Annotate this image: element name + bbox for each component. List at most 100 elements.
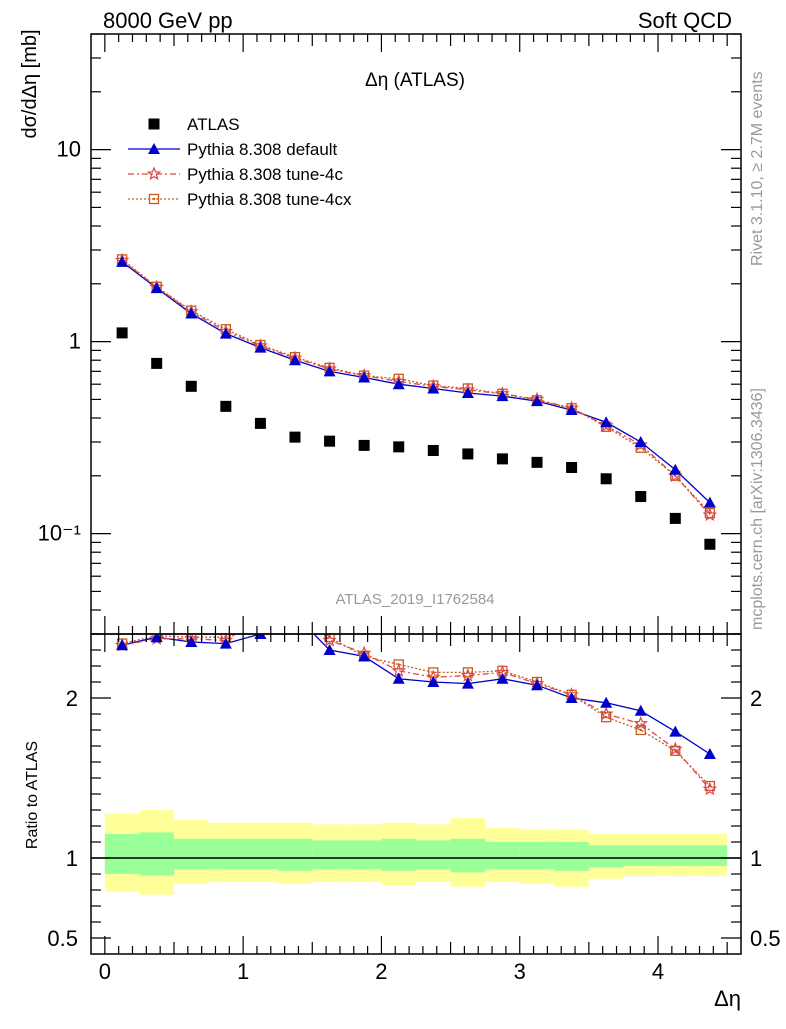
series-1-point <box>288 354 301 366</box>
data-point <box>566 461 578 473</box>
series-1-point <box>392 378 405 390</box>
band-stat <box>139 832 174 876</box>
band-stat <box>173 838 209 870</box>
y-tick-label: 10 <box>57 137 81 162</box>
series-line-2 <box>121 259 711 516</box>
ratio-2-point <box>633 715 649 730</box>
svg-text:mcplots.cern.ch [arXiv:1306.34: mcplots.cern.ch [arXiv:1306.3436] <box>749 388 766 630</box>
legend-marker-center <box>152 197 156 201</box>
ratio-line-1 <box>121 634 711 755</box>
ratio-3-point-center <box>501 669 504 672</box>
legend-marker <box>148 193 160 205</box>
ratio-1-point <box>461 677 474 689</box>
data-point <box>635 491 647 503</box>
x-tick-label: 3 <box>514 959 526 984</box>
watermark: ATLAS_2019_I1762584 <box>335 591 494 608</box>
ratio-1-point <box>669 725 682 737</box>
svg-text:dσ/dΔη [mb]: dσ/dΔη [mb] <box>19 29 41 138</box>
band-stat <box>588 845 624 868</box>
series-3-point-center <box>708 511 712 515</box>
data-point <box>220 400 232 412</box>
ratio-3-point <box>290 598 299 607</box>
band-stat <box>692 845 728 866</box>
data-point <box>531 456 543 468</box>
ratio-1-point <box>634 704 647 716</box>
x-tick-label: 0 <box>99 959 111 984</box>
band-stat <box>450 838 486 873</box>
main-y-axis-label: dσ/dΔη [mb] <box>19 29 41 138</box>
svg-text:Ratio to ATLAS: Ratio to ATLAS <box>24 741 41 849</box>
series-1-point <box>323 365 336 377</box>
band-stat <box>277 838 313 871</box>
ratio-y-tick-label-left: 2 <box>66 686 78 711</box>
data-point <box>704 538 716 550</box>
legend-marker <box>148 118 160 130</box>
ratio-1-point <box>219 637 232 649</box>
ratio-3-point-center <box>259 614 261 616</box>
ratio-1-point <box>185 636 198 647</box>
band-stat <box>658 845 693 866</box>
series-1-point <box>254 341 267 353</box>
data-point <box>496 453 508 465</box>
header-left: 8000 GeV pp <box>103 8 233 33</box>
ratio-1-point <box>496 672 509 684</box>
ratio-1-point <box>323 644 336 655</box>
band-stat <box>485 842 520 870</box>
series-1-point <box>669 463 682 475</box>
y-tick-label: 1 <box>69 329 81 354</box>
series-1-point <box>219 327 232 339</box>
ratio-1-point <box>116 639 129 651</box>
ratio-line-2 <box>122 634 711 790</box>
ratio-3-point-center <box>674 749 677 752</box>
ratio-2-point <box>289 599 300 610</box>
ratio-1-point <box>565 692 578 703</box>
ratio-1-point <box>289 609 301 620</box>
data-point <box>393 441 405 453</box>
ratio-3-point <box>670 745 681 756</box>
ratio-1-point <box>703 748 716 759</box>
ratio-3-point <box>256 610 265 619</box>
band-stat <box>312 840 347 870</box>
ratio-2-point <box>668 741 683 756</box>
ratio-1-point <box>392 672 405 684</box>
legend-label: Pythia 8.308 default <box>187 140 338 159</box>
legend: ATLAS Pythia 8.308 default Pythia 8.308 tu… <box>128 115 352 209</box>
band-stat <box>623 845 659 866</box>
band-stat <box>346 840 382 870</box>
band-stat <box>554 842 589 871</box>
ratio-3-point-center <box>639 728 642 732</box>
series-1-point <box>634 435 647 447</box>
band-stat <box>243 838 278 870</box>
ratio-series-group <box>114 598 718 796</box>
ratio-y-tick-label-right: 0.5 <box>750 926 781 951</box>
x-tick-label: 2 <box>375 959 387 984</box>
ratio-y-axis-label: Ratio to ATLAS <box>24 741 41 849</box>
ratio-3-point <box>704 780 716 792</box>
band-stat <box>381 838 416 871</box>
ratio-1-point <box>358 650 371 662</box>
data-point <box>185 380 197 392</box>
data-point <box>116 327 128 339</box>
ratio-2-point <box>255 612 266 623</box>
data-point <box>427 444 439 456</box>
series-1-point <box>461 386 474 398</box>
ratio-y-tick-label-left: 0.5 <box>47 926 78 951</box>
series-2-point <box>702 507 718 522</box>
band-stat <box>208 838 244 870</box>
ratio-2-point <box>598 706 614 721</box>
data-point <box>151 357 163 369</box>
data-point <box>254 417 266 429</box>
data-point <box>289 431 301 443</box>
band-stat <box>519 842 555 870</box>
series-2-point <box>598 417 614 432</box>
x-tick-label: 1 <box>237 959 249 984</box>
series-1-point <box>531 395 544 407</box>
series-1-point <box>358 371 371 383</box>
main-title: Δη (ATLAS) <box>365 70 465 91</box>
ratio-3-point <box>324 634 335 643</box>
series-1-point <box>496 390 509 402</box>
band-stat <box>416 840 451 870</box>
ratio-y-tick-label-right: 2 <box>750 686 762 711</box>
legend-label: Pythia 8.308 tune-4cx <box>187 190 352 209</box>
